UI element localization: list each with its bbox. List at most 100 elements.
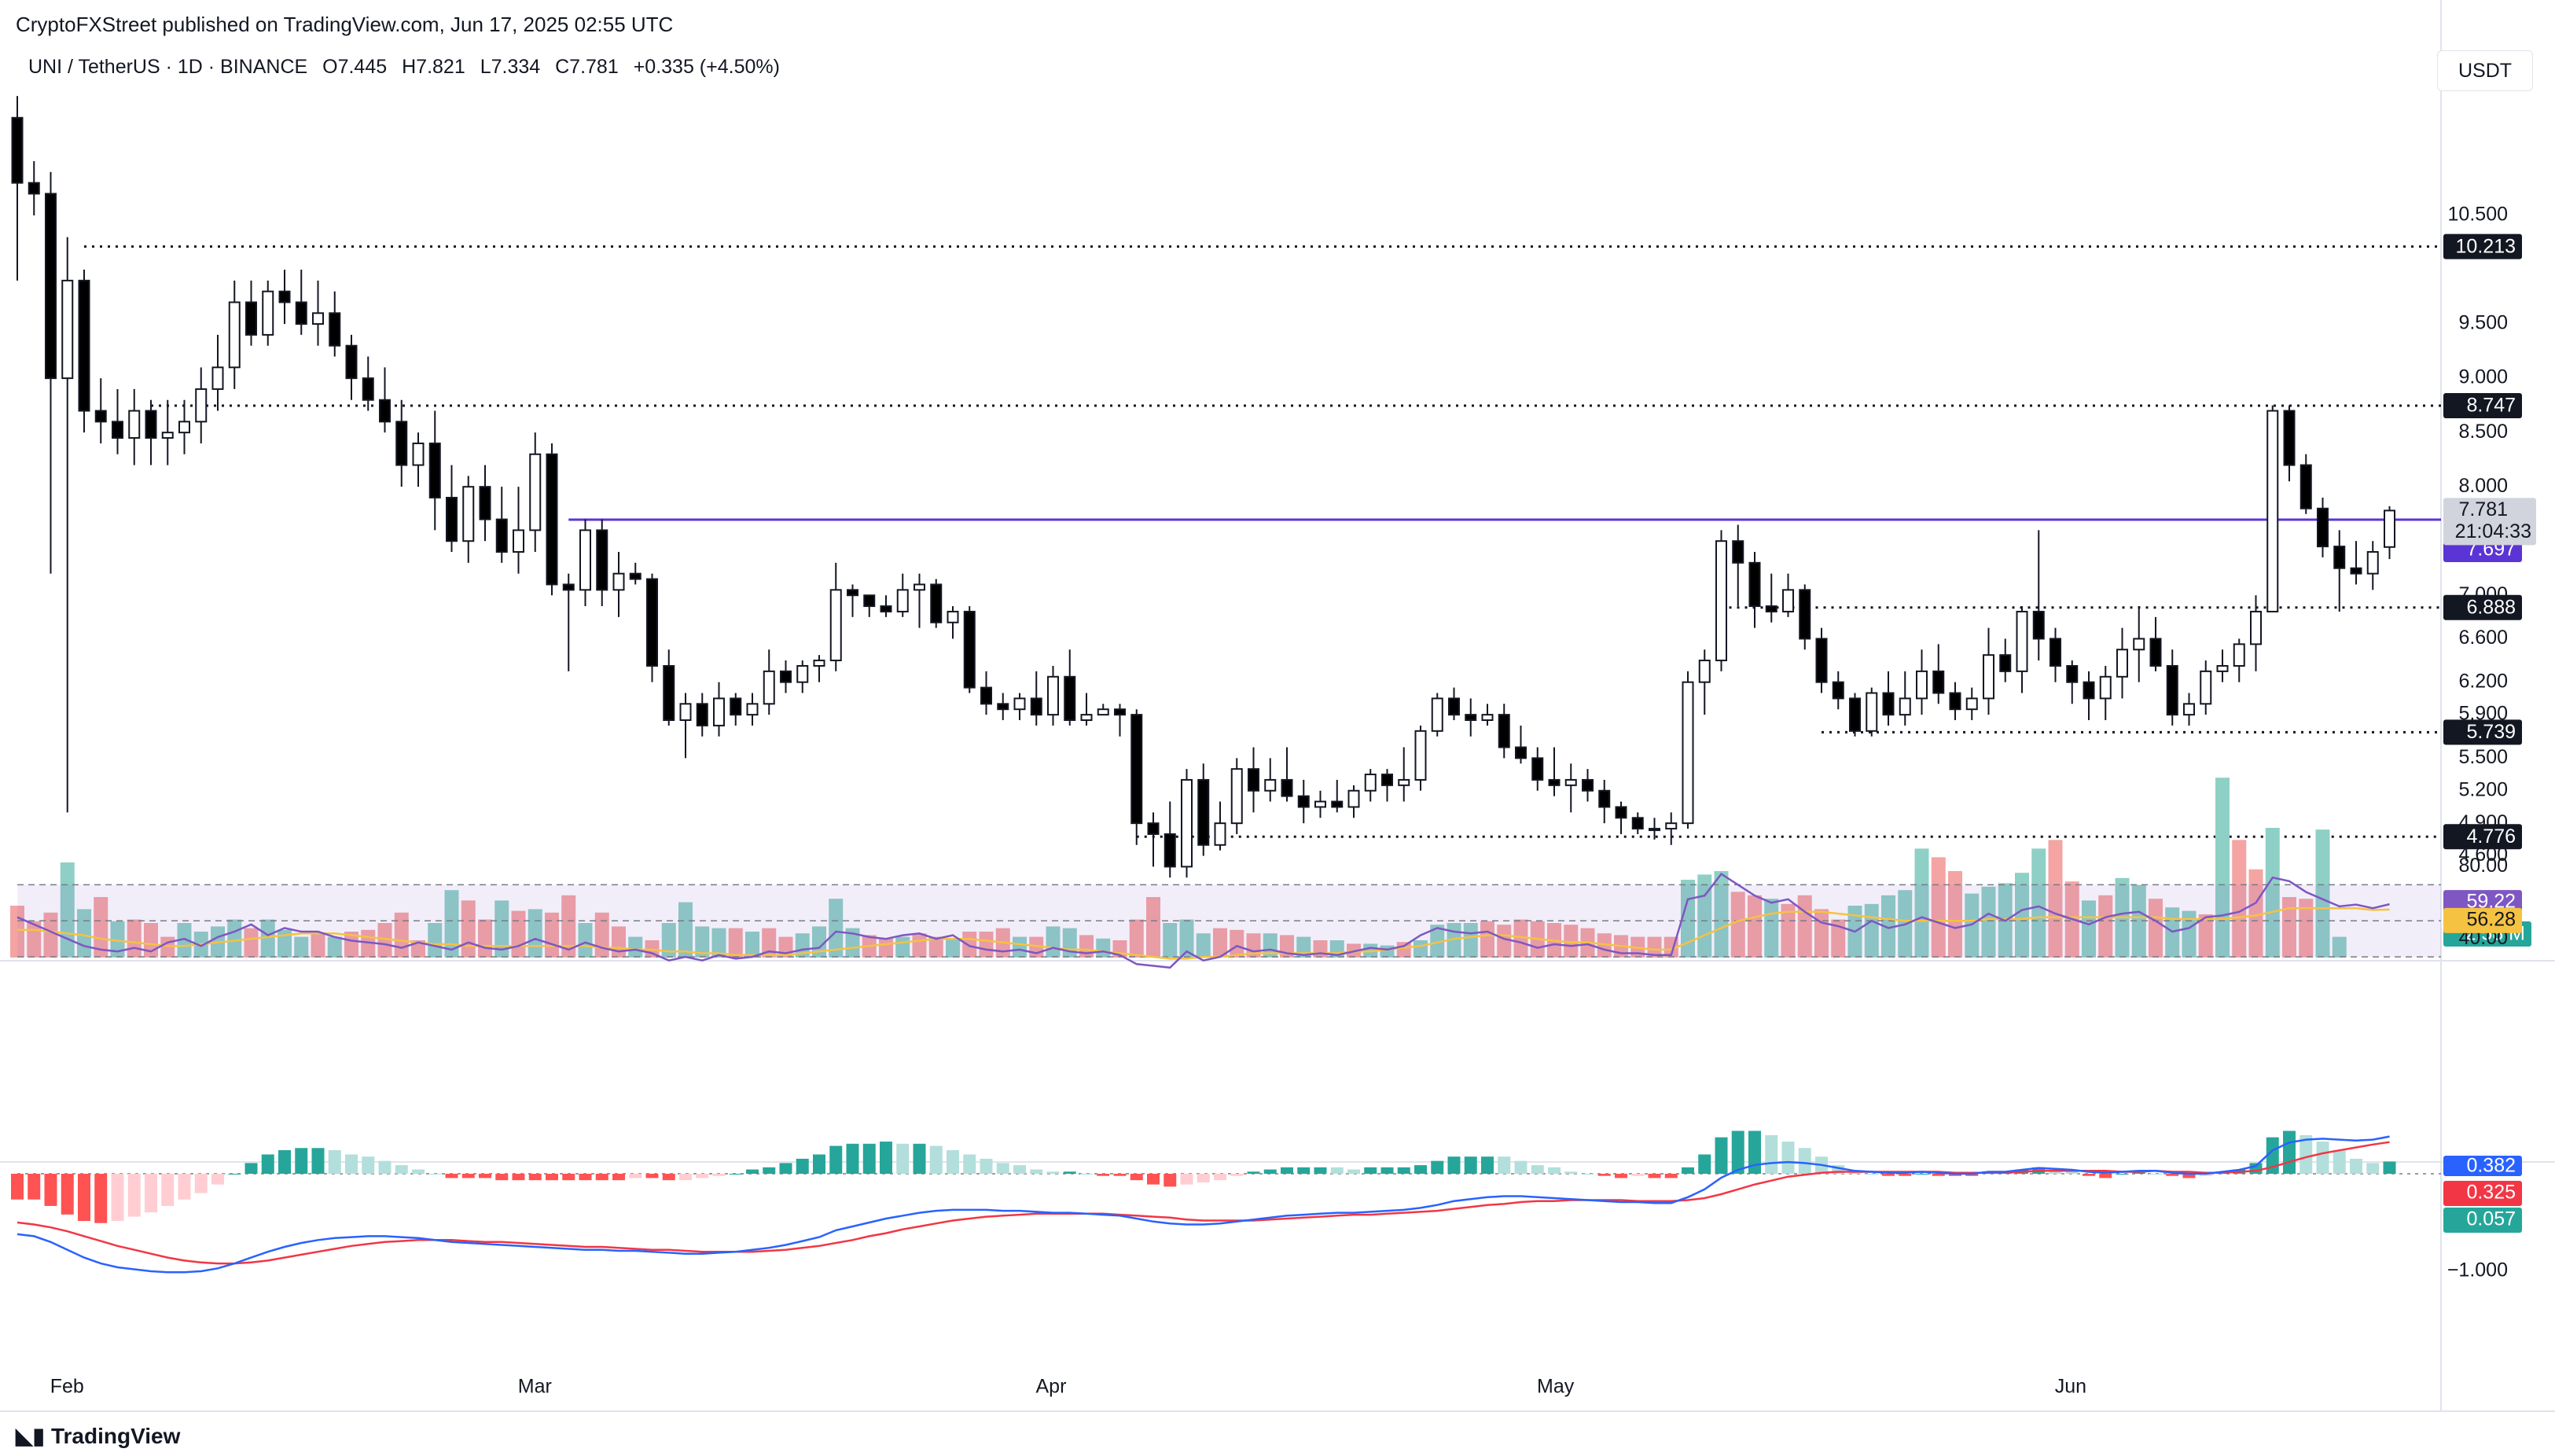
candle-down[interactable] — [629, 572, 642, 580]
candle-down[interactable] — [1548, 778, 1561, 786]
candle-up[interactable] — [2200, 670, 2212, 705]
candle-up[interactable] — [1564, 778, 1577, 786]
candle-up[interactable] — [796, 664, 809, 683]
candle-down[interactable] — [847, 589, 858, 597]
candle-up[interactable] — [1782, 589, 1794, 612]
candle-down[interactable] — [2350, 567, 2362, 575]
candle-down[interactable] — [997, 703, 1009, 711]
currency-button[interactable]: USDT — [2437, 50, 2533, 91]
candle-up[interactable] — [1013, 697, 1026, 711]
candle-down[interactable] — [1465, 714, 1477, 722]
candle-down[interactable] — [2333, 546, 2346, 569]
candle-down[interactable] — [1765, 605, 1777, 612]
candle-down[interactable] — [2032, 610, 2045, 640]
candle-down[interactable] — [1498, 714, 1510, 748]
candle-up[interactable] — [2099, 675, 2112, 700]
candle-down[interactable] — [329, 312, 341, 347]
candle-down[interactable] — [1582, 778, 1594, 792]
candle-down[interactable] — [1064, 675, 1076, 722]
candle-down[interactable] — [1748, 561, 1761, 608]
candle-up[interactable] — [1698, 660, 1711, 683]
candle-up[interactable] — [513, 529, 524, 553]
symbol-ohlc-legend[interactable]: UNI / TetherUS · 1D · BINANCE O7.445 H7.… — [28, 56, 789, 79]
candle-down[interactable] — [1631, 817, 1644, 830]
candle-up[interactable] — [1481, 714, 1494, 722]
candle-down[interactable] — [345, 344, 358, 380]
candle-down[interactable] — [1147, 822, 1160, 835]
candle-up[interactable] — [1431, 697, 1443, 732]
candle-up[interactable] — [914, 583, 925, 591]
candle-up[interactable] — [713, 697, 725, 726]
candle-down[interactable] — [479, 486, 491, 520]
candle-up[interactable] — [61, 279, 74, 380]
candle-down[interactable] — [1114, 708, 1126, 716]
candle-up[interactable] — [763, 670, 775, 705]
candle-up[interactable] — [2384, 509, 2395, 548]
candle-up[interactable] — [1866, 692, 1878, 732]
candle-down[interactable] — [980, 686, 992, 705]
candle-down[interactable] — [1999, 654, 2012, 672]
candle-down[interactable] — [963, 610, 976, 689]
candle-down[interactable] — [930, 583, 943, 623]
candle-down[interactable] — [1030, 697, 1042, 716]
candle-down[interactable] — [546, 453, 558, 586]
candle-up[interactable] — [1983, 654, 1994, 700]
candle-down[interactable] — [112, 421, 123, 439]
candle-down[interactable] — [1448, 697, 1460, 716]
candle-up[interactable] — [2133, 638, 2145, 651]
candle-up[interactable] — [2116, 649, 2128, 678]
candle-down[interactable] — [28, 182, 40, 195]
candle-up[interactable] — [312, 312, 324, 325]
candle-down[interactable] — [1882, 692, 1895, 716]
candle-down[interactable] — [646, 578, 658, 667]
candle-up[interactable] — [1097, 708, 1109, 716]
candle-up[interactable] — [1230, 768, 1243, 825]
candle-up[interactable] — [128, 410, 141, 439]
candle-down[interactable] — [1799, 589, 1811, 640]
candle-down[interactable] — [1331, 800, 1344, 808]
candle-up[interactable] — [195, 388, 208, 423]
candle-up[interactable] — [1214, 822, 1226, 846]
candle-up[interactable] — [813, 660, 825, 667]
candle-up[interactable] — [1899, 697, 1911, 716]
candle-up[interactable] — [1364, 774, 1377, 792]
candle-up[interactable] — [529, 453, 542, 531]
candle-down[interactable] — [295, 301, 307, 325]
candle-up[interactable] — [829, 589, 842, 662]
candle-down[interactable] — [1615, 806, 1627, 819]
candle-down[interactable] — [379, 399, 391, 423]
candle-up[interactable] — [2366, 551, 2379, 575]
candle-up[interactable] — [1665, 822, 1678, 830]
candle-down[interactable] — [11, 116, 24, 184]
candle-down[interactable] — [395, 421, 408, 466]
candle-down[interactable] — [696, 703, 708, 726]
rsi-line[interactable] — [17, 873, 2390, 969]
candle-down[interactable] — [1130, 714, 1143, 825]
candle-down[interactable] — [2166, 664, 2178, 716]
candle-up[interactable] — [228, 301, 241, 369]
candle-down[interactable] — [596, 529, 608, 591]
candle-up[interactable] — [1414, 730, 1427, 781]
candle-down[interactable] — [1381, 774, 1393, 786]
candle-up[interactable] — [462, 486, 475, 542]
candle-down[interactable] — [1248, 768, 1259, 792]
candle-up[interactable] — [1398, 778, 1410, 786]
candle-down[interactable] — [1849, 697, 1861, 732]
candle-up[interactable] — [211, 366, 224, 390]
candle-down[interactable] — [78, 279, 90, 412]
candle-up[interactable] — [679, 703, 692, 722]
candle-up[interactable] — [1047, 675, 1059, 716]
candle-up[interactable] — [896, 589, 909, 612]
candle-down[interactable] — [446, 496, 458, 542]
candle-up[interactable] — [746, 703, 759, 716]
candle-up[interactable] — [1347, 789, 1360, 808]
candle-up[interactable] — [2216, 664, 2229, 672]
candle-up[interactable] — [947, 610, 959, 623]
candle-up[interactable] — [2016, 610, 2028, 672]
candle-down[interactable] — [1815, 638, 1828, 683]
candle-down[interactable] — [145, 410, 157, 439]
candle-down[interactable] — [1598, 789, 1611, 808]
candle-down[interactable] — [780, 670, 792, 683]
candle-up[interactable] — [412, 442, 425, 466]
